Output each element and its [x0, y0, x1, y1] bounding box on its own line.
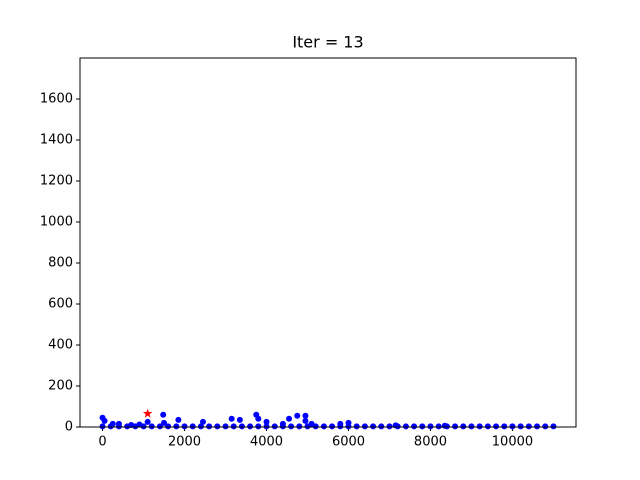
point [501, 423, 508, 430]
point [222, 423, 229, 430]
point [263, 423, 270, 430]
point [148, 423, 155, 430]
point [353, 423, 360, 430]
point [255, 415, 262, 422]
point [99, 423, 106, 430]
point [484, 423, 491, 430]
y-tick-label: 600 [48, 297, 73, 312]
x-tick-label: 4000 [250, 435, 283, 450]
y-tick-label: 0 [65, 420, 73, 435]
point [493, 423, 500, 430]
point [435, 423, 442, 430]
point [378, 423, 385, 430]
y-tick-label: 200 [48, 379, 73, 394]
point [329, 423, 336, 430]
point [101, 417, 108, 424]
y-tick-label: 1600 [40, 92, 73, 107]
point [247, 423, 254, 430]
point [452, 423, 459, 430]
point [136, 421, 143, 428]
point [509, 423, 516, 430]
point [181, 423, 188, 430]
y-tick-label: 1000 [40, 215, 73, 230]
point [271, 423, 278, 430]
point [236, 416, 243, 423]
x-tick-label: 10000 [492, 435, 533, 450]
point [525, 423, 532, 430]
y-tick-label: 400 [48, 338, 73, 353]
chart-title: Iter = 13 [292, 33, 363, 52]
point [302, 417, 309, 424]
point [345, 419, 352, 426]
point [199, 418, 206, 425]
axes-frame [79, 57, 577, 428]
point [476, 423, 483, 430]
point [534, 423, 541, 430]
x-tick-label: 2000 [168, 435, 201, 450]
point [550, 423, 557, 430]
point [542, 423, 549, 430]
point [361, 423, 368, 430]
point [370, 423, 377, 430]
point [337, 420, 344, 427]
point [206, 423, 213, 430]
point [411, 423, 418, 430]
point [294, 412, 301, 419]
y-tick-label: 1200 [40, 174, 73, 189]
x-tick-label: 6000 [332, 435, 365, 450]
point [197, 423, 204, 430]
point [320, 423, 327, 430]
point [238, 423, 245, 430]
point [386, 423, 393, 430]
point [308, 420, 315, 427]
point [115, 420, 122, 427]
point [296, 423, 303, 430]
point [165, 423, 172, 430]
point [419, 423, 426, 430]
point [109, 420, 116, 427]
point [230, 423, 237, 430]
point [427, 423, 434, 430]
point [161, 419, 168, 426]
point [468, 423, 475, 430]
point [279, 420, 286, 427]
point [228, 415, 235, 422]
point [286, 415, 293, 422]
star-marker [142, 408, 153, 418]
point [156, 423, 163, 430]
point [175, 416, 182, 423]
point [402, 423, 409, 430]
y-tick-label: 800 [48, 256, 73, 271]
point [288, 423, 295, 430]
point [189, 423, 196, 430]
point [160, 411, 167, 418]
point [255, 423, 262, 430]
point [214, 423, 221, 430]
point [173, 423, 180, 430]
y-tick-label: 1400 [40, 133, 73, 148]
point [128, 421, 135, 428]
point [517, 423, 524, 430]
point [144, 418, 151, 425]
point [441, 422, 448, 429]
x-tick-label: 8000 [414, 435, 447, 450]
point [263, 418, 270, 425]
point [302, 412, 309, 419]
x-tick-label: 0 [98, 435, 106, 450]
point [460, 423, 467, 430]
